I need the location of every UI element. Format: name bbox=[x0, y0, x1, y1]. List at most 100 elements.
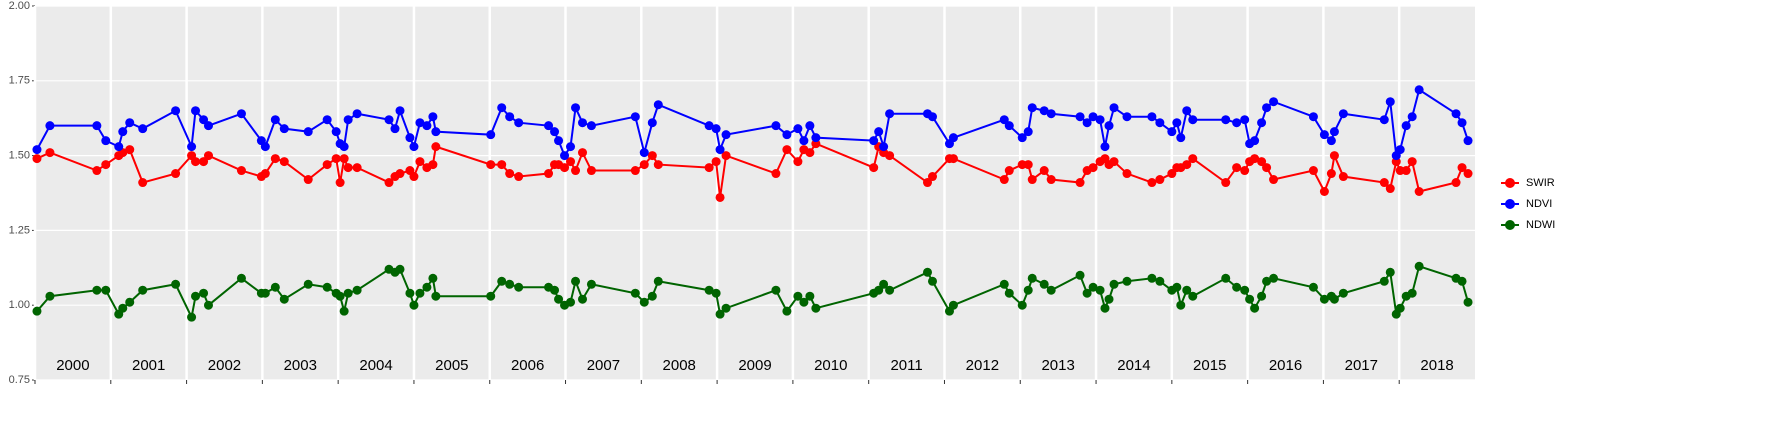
point bbox=[101, 160, 111, 170]
point bbox=[721, 151, 731, 161]
point bbox=[948, 154, 958, 164]
point bbox=[1172, 118, 1182, 128]
x-tick-label: 2012 bbox=[966, 357, 999, 374]
point bbox=[1232, 118, 1242, 128]
point bbox=[1221, 273, 1231, 283]
x-tick-label: 2014 bbox=[1117, 357, 1150, 374]
point bbox=[191, 106, 201, 116]
x-tick-label: 2015 bbox=[1193, 357, 1226, 374]
point bbox=[1401, 121, 1411, 131]
point bbox=[782, 130, 792, 140]
point bbox=[199, 157, 209, 167]
point bbox=[1188, 291, 1198, 301]
point bbox=[1257, 291, 1267, 301]
point bbox=[704, 285, 714, 295]
point bbox=[647, 118, 657, 128]
point bbox=[405, 288, 415, 298]
x-tick-label: 2011 bbox=[890, 357, 922, 374]
point bbox=[199, 115, 209, 125]
point bbox=[1109, 157, 1119, 167]
point bbox=[639, 160, 649, 170]
point bbox=[1308, 282, 1318, 292]
point bbox=[270, 115, 280, 125]
point bbox=[1329, 294, 1339, 304]
point bbox=[1250, 154, 1260, 164]
point bbox=[1188, 115, 1198, 125]
point bbox=[566, 157, 576, 167]
point bbox=[1147, 273, 1157, 283]
legend-key bbox=[1505, 178, 1515, 188]
point bbox=[497, 103, 507, 113]
point bbox=[927, 276, 937, 286]
point bbox=[279, 124, 289, 134]
point bbox=[1338, 288, 1348, 298]
point bbox=[1451, 178, 1461, 188]
point bbox=[331, 154, 341, 164]
point bbox=[550, 285, 560, 295]
point bbox=[203, 300, 213, 310]
point bbox=[554, 294, 564, 304]
point bbox=[431, 127, 441, 137]
point bbox=[1385, 267, 1395, 277]
point bbox=[578, 294, 588, 304]
point bbox=[1088, 282, 1098, 292]
point bbox=[879, 279, 889, 289]
point bbox=[721, 130, 731, 140]
point bbox=[1395, 303, 1405, 313]
point bbox=[303, 175, 313, 185]
point bbox=[1004, 121, 1014, 131]
point bbox=[138, 124, 148, 134]
point bbox=[1182, 160, 1192, 170]
point bbox=[1463, 136, 1473, 146]
legend-label: NDWI bbox=[1526, 219, 1555, 231]
point bbox=[138, 285, 148, 295]
point bbox=[571, 166, 581, 176]
point bbox=[647, 291, 657, 301]
point bbox=[514, 118, 524, 128]
point bbox=[352, 163, 362, 173]
point bbox=[1407, 112, 1417, 122]
point bbox=[586, 121, 596, 131]
x-tick-label: 2007 bbox=[587, 357, 620, 374]
point bbox=[922, 178, 932, 188]
point bbox=[1385, 97, 1395, 107]
point bbox=[409, 172, 419, 182]
point bbox=[554, 136, 564, 146]
point bbox=[486, 130, 496, 140]
point bbox=[395, 106, 405, 116]
point bbox=[1232, 282, 1242, 292]
point bbox=[395, 169, 405, 179]
x-tick-label: 2002 bbox=[208, 357, 241, 374]
point bbox=[270, 282, 280, 292]
point bbox=[486, 160, 496, 170]
point bbox=[322, 282, 332, 292]
point bbox=[1414, 187, 1424, 197]
point bbox=[1257, 157, 1267, 167]
x-tick-label: 2005 bbox=[435, 357, 468, 374]
point bbox=[1329, 151, 1339, 161]
point bbox=[869, 136, 879, 146]
point bbox=[497, 276, 507, 286]
point bbox=[1023, 285, 1033, 295]
point bbox=[1176, 133, 1186, 143]
point bbox=[260, 169, 270, 179]
point bbox=[1088, 163, 1098, 173]
point bbox=[1075, 112, 1085, 122]
point bbox=[191, 157, 201, 167]
point bbox=[171, 106, 181, 116]
point bbox=[560, 151, 570, 161]
point bbox=[1232, 163, 1242, 173]
point bbox=[1262, 276, 1272, 286]
point bbox=[1023, 127, 1033, 137]
point bbox=[187, 142, 197, 152]
point bbox=[1262, 163, 1272, 173]
point bbox=[92, 121, 102, 131]
point bbox=[1188, 154, 1198, 164]
legend-label: NDVI bbox=[1526, 198, 1552, 210]
x-tick-label: 2009 bbox=[738, 357, 771, 374]
point bbox=[811, 133, 821, 143]
point bbox=[639, 297, 649, 307]
point bbox=[428, 160, 438, 170]
point bbox=[505, 112, 515, 122]
point bbox=[125, 297, 135, 307]
